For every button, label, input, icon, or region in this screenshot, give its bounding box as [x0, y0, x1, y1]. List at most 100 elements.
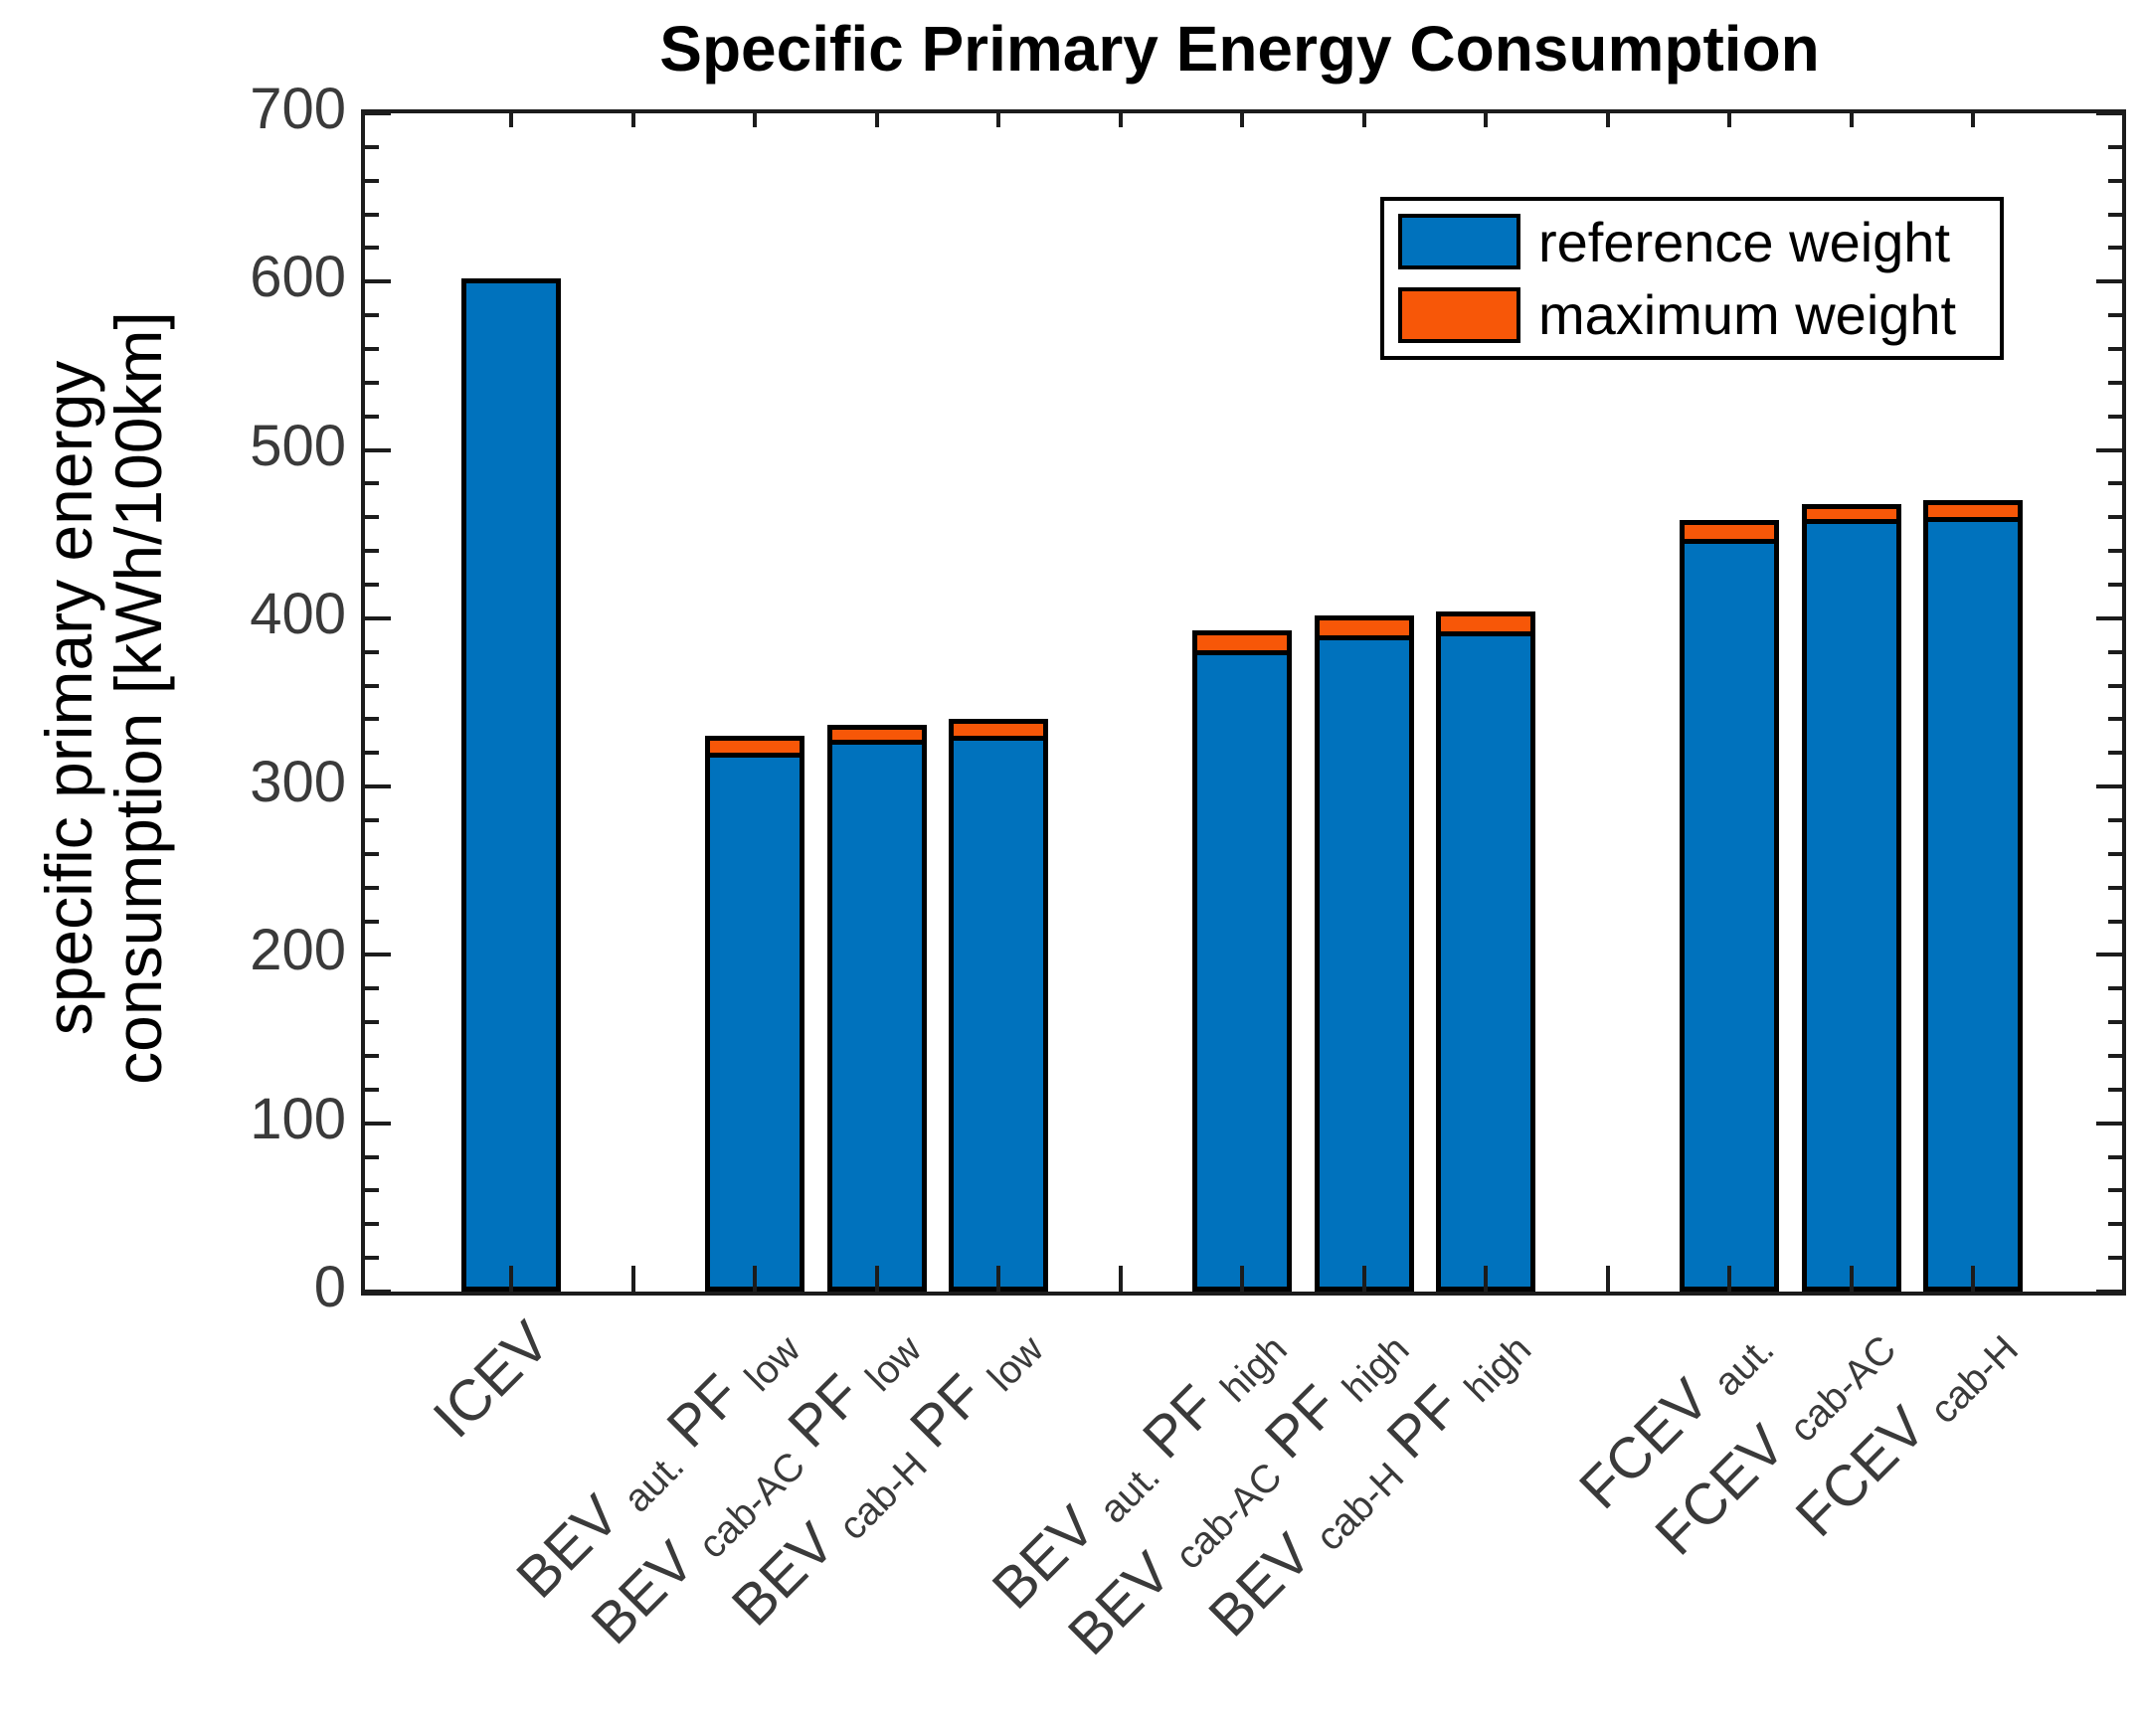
y-minor-tick: [365, 380, 379, 385]
y-tick-label: 200: [250, 918, 346, 983]
bar-segment-maximum-weight: [1192, 630, 1292, 650]
y-minor-tick: [2108, 1256, 2122, 1261]
bar-segment-reference-weight: [1923, 517, 2023, 1292]
y-minor-tick: [2108, 649, 2122, 654]
y-tick-label: 600: [250, 245, 346, 310]
y-minor-tick: [2108, 717, 2122, 722]
y-minor-tick: [365, 885, 379, 890]
y-minor-tick: [365, 818, 379, 822]
bar-segment-maximum-weight: [1436, 611, 1535, 631]
y-major-tick: [2096, 279, 2122, 284]
y-minor-tick: [365, 1054, 379, 1058]
y-minor-tick: [2108, 885, 2122, 890]
y-minor-tick: [2108, 1054, 2122, 1058]
y-minor-tick: [2108, 414, 2122, 419]
y-minor-tick: [2108, 683, 2122, 688]
x-tick: [1849, 1266, 1854, 1292]
y-minor-tick: [2108, 1188, 2122, 1193]
x-tick: [753, 113, 757, 127]
y-minor-tick: [365, 414, 379, 419]
y-minor-tick: [365, 986, 379, 991]
y-major-tick: [365, 111, 391, 115]
y-minor-tick: [2108, 1087, 2122, 1092]
y-minor-tick: [365, 212, 379, 217]
y-major-tick: [365, 447, 391, 452]
y-major-tick: [365, 615, 391, 620]
legend-label-reference-weight: reference weight: [1538, 210, 1951, 273]
legend-label-maximum-weight: maximum weight: [1538, 283, 1957, 347]
y-minor-tick: [365, 919, 379, 924]
y-minor-tick: [365, 683, 379, 688]
y-minor-tick: [2108, 347, 2122, 351]
bar-segment-maximum-weight: [1801, 504, 1901, 519]
bar-segment-reference-weight: [1436, 631, 1535, 1292]
x-tick-label-text: ICEV: [420, 1308, 562, 1451]
legend-swatch-maximum-weight: [1398, 286, 1520, 343]
y-minor-tick: [365, 347, 379, 351]
legend-item-reference-weight: reference weight: [1384, 210, 2000, 274]
bar-segment-reference-weight: [826, 740, 927, 1292]
x-tick-label: ICEV: [420, 1308, 562, 1451]
bar-segment-reference-weight: [1192, 650, 1292, 1292]
legend-swatch-reference-weight: [1398, 214, 1520, 270]
bar-segment-maximum-weight: [705, 736, 804, 753]
y-minor-tick: [2108, 751, 2122, 756]
y-tick-label: 300: [250, 750, 346, 815]
y-major-tick: [365, 279, 391, 284]
x-tick: [874, 1266, 879, 1292]
x-tick: [1971, 1266, 1975, 1292]
x-tick: [1240, 1266, 1244, 1292]
y-minor-tick: [2108, 246, 2122, 251]
y-minor-tick: [365, 313, 379, 318]
x-tick: [630, 113, 635, 127]
y-minor-tick: [365, 178, 379, 183]
y-minor-tick: [2108, 1222, 2122, 1227]
bar-segment-reference-weight: [1801, 519, 1901, 1292]
x-tick: [753, 1266, 757, 1292]
y-minor-tick: [365, 751, 379, 756]
y-minor-tick: [2108, 851, 2122, 856]
y-minor-tick: [2108, 1154, 2122, 1159]
x-tick: [1484, 113, 1488, 127]
x-tick-label-subscript: cab-H: [1921, 1326, 2027, 1433]
y-minor-tick: [365, 1087, 379, 1092]
bar-segment-reference-weight: [1680, 539, 1779, 1292]
y-major-tick: [2096, 111, 2122, 115]
y-minor-tick: [365, 717, 379, 722]
y-minor-tick: [365, 549, 379, 554]
x-tick: [1849, 113, 1854, 127]
y-minor-tick: [2108, 1020, 2122, 1025]
bar-segment-reference-weight: [949, 736, 1048, 1292]
y-major-tick: [2096, 615, 2122, 620]
x-tick: [1240, 113, 1244, 127]
y-minor-tick: [2108, 380, 2122, 385]
y-tick-label: 100: [250, 1086, 346, 1151]
y-major-tick: [365, 1121, 391, 1126]
y-minor-tick: [2108, 212, 2122, 217]
y-minor-tick: [365, 246, 379, 251]
bar-segment-reference-weight: [705, 753, 804, 1292]
x-tick: [1361, 113, 1366, 127]
y-minor-tick: [2108, 178, 2122, 183]
y-tick-label: 500: [250, 413, 346, 478]
x-tick: [996, 1266, 1000, 1292]
y-minor-tick: [365, 481, 379, 486]
bar-segment-reference-weight: [461, 278, 561, 1292]
y-major-tick: [2096, 1121, 2122, 1126]
x-tick: [1118, 113, 1123, 127]
y-minor-tick: [365, 1188, 379, 1193]
x-tick: [509, 1266, 513, 1292]
y-major-tick: [2096, 447, 2122, 452]
bar-segment-maximum-weight: [1314, 615, 1414, 635]
y-tick-label: 700: [250, 77, 346, 141]
y-tick-label: 0: [313, 1255, 346, 1319]
x-tick: [996, 113, 1000, 127]
x-tick: [509, 113, 513, 127]
y-minor-tick: [2108, 986, 2122, 991]
y-major-tick: [2096, 784, 2122, 789]
y-minor-tick: [2108, 515, 2122, 520]
chart-title: Specific Primary Energy Consumption: [659, 13, 1820, 85]
x-tick: [630, 1266, 635, 1292]
y-minor-tick: [2108, 481, 2122, 486]
